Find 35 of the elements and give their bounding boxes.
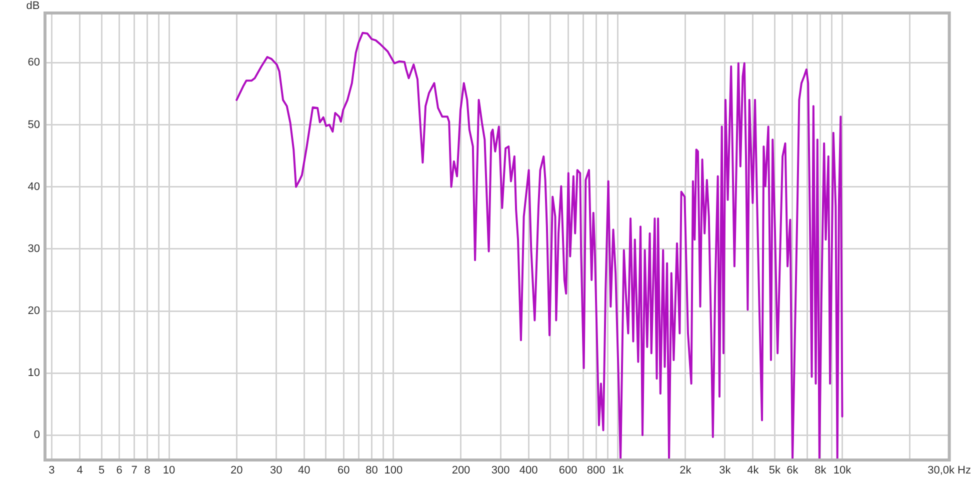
- x-tick-label: 7: [131, 464, 138, 477]
- y-tick-label: 20: [28, 305, 40, 318]
- x-tick-label: 4k: [747, 464, 760, 477]
- x-tick-label: 2k: [680, 464, 692, 477]
- x-tick-label: 10k: [833, 464, 852, 477]
- x-tick-label: 5k: [768, 464, 781, 477]
- x-tick-label: 6k: [786, 464, 799, 477]
- y-tick-label: 60: [28, 56, 40, 69]
- y-tick-label: 40: [28, 180, 40, 193]
- x-tick-label: 8k: [814, 464, 827, 477]
- x-tick-label: 4: [76, 464, 83, 477]
- y-tick-label: 30: [28, 242, 40, 255]
- x-tick-label: 1k: [612, 464, 624, 477]
- x-tick-label: 3: [48, 464, 55, 477]
- x-tick-label: 10: [162, 464, 176, 477]
- x-tick-label: 30: [270, 464, 282, 477]
- y-tick-label: 0: [34, 429, 40, 442]
- x-tick-label: 6: [116, 464, 122, 477]
- x-tick-label: 300: [491, 464, 510, 477]
- x-tick-label: 8: [144, 464, 150, 477]
- x-tick-label: 400: [519, 464, 538, 477]
- y-axis-title: dB: [26, 0, 40, 12]
- x-tick-label: 40: [298, 464, 310, 477]
- y-tick-label: 10: [28, 367, 40, 380]
- x-tick-label: 80: [366, 464, 378, 477]
- x-tick-label: 800: [586, 464, 606, 477]
- x-tick-label: 20: [230, 464, 243, 477]
- x-tick-label: 60: [338, 464, 350, 477]
- x-tick-label: 30,0k Hz: [928, 464, 972, 477]
- x-tick-label: 100: [384, 464, 403, 477]
- x-tick-label: 3k: [719, 464, 732, 477]
- x-tick-label: 200: [452, 464, 470, 477]
- x-tick-label: 600: [558, 464, 578, 477]
- x-tick-label: 5: [98, 464, 105, 477]
- y-tick-label: 50: [28, 118, 40, 131]
